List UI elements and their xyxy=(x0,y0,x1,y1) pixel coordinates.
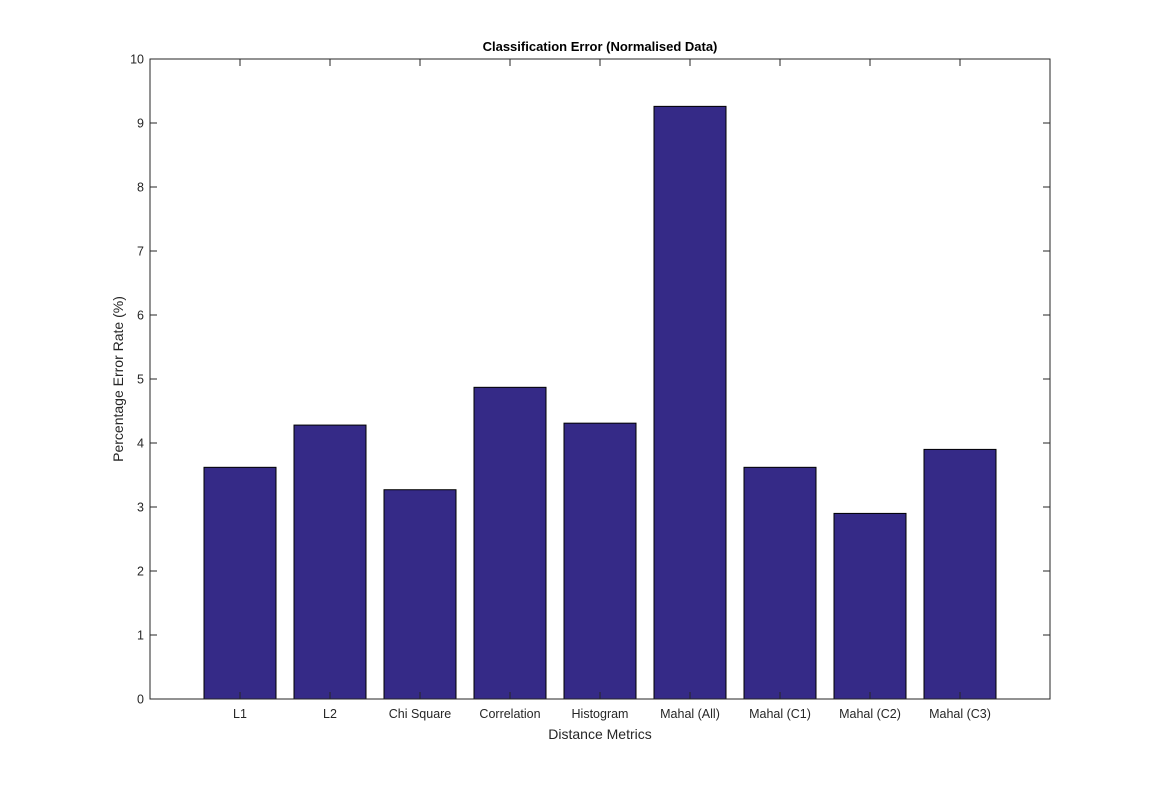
bar-0 xyxy=(203,466,277,700)
bar-1 xyxy=(293,424,367,700)
y-tick-labels: 0 1 2 3 4 5 6 7 8 9 10 xyxy=(130,53,144,707)
y-tick-label: 3 xyxy=(137,501,144,515)
y-tick-label: 2 xyxy=(137,565,144,579)
y-tick-label: 0 xyxy=(137,693,144,707)
y-tick-label: 9 xyxy=(137,117,144,131)
bar-6 xyxy=(743,466,817,700)
x-tick-label: Mahal (C3) xyxy=(929,707,991,721)
x-axis-label: Distance Metrics xyxy=(548,726,651,742)
y-tick-label: 6 xyxy=(137,309,144,323)
bar-8 xyxy=(923,448,997,700)
y-axis-label: Percentage Error Rate (%) xyxy=(110,296,126,462)
y-tick-label: 1 xyxy=(137,629,144,643)
x-tick-labels: L1 L2 Chi Square Correlation Histogram Mahal … xyxy=(233,707,991,721)
x-tick-label: Mahal (All) xyxy=(660,707,720,721)
y-tick-label: 10 xyxy=(130,53,144,67)
y-tick-label: 5 xyxy=(137,373,144,387)
x-tick-label: Mahal (C1) xyxy=(749,707,811,721)
x-tick-label: Mahal (C2) xyxy=(839,707,901,721)
y-tick-label: 7 xyxy=(137,245,144,259)
bar-4 xyxy=(563,422,637,700)
y-tick-label: 4 xyxy=(137,437,144,451)
bar-3 xyxy=(473,386,547,700)
bar-7 xyxy=(833,512,907,700)
bar-5 xyxy=(653,105,727,700)
plot-area-border xyxy=(149,58,1051,700)
x-tick-label: L1 xyxy=(233,707,247,721)
x-tick-label: Correlation xyxy=(479,707,540,721)
x-tick-label: Histogram xyxy=(572,707,629,721)
chart-title: Classification Error (Normalised Data) xyxy=(483,39,718,54)
y-tick-label: 8 xyxy=(137,181,144,195)
bars-layer xyxy=(203,105,997,700)
x-tick-label: Chi Square xyxy=(389,707,452,721)
bar-2 xyxy=(383,489,457,700)
x-tick-label: L2 xyxy=(323,707,337,721)
